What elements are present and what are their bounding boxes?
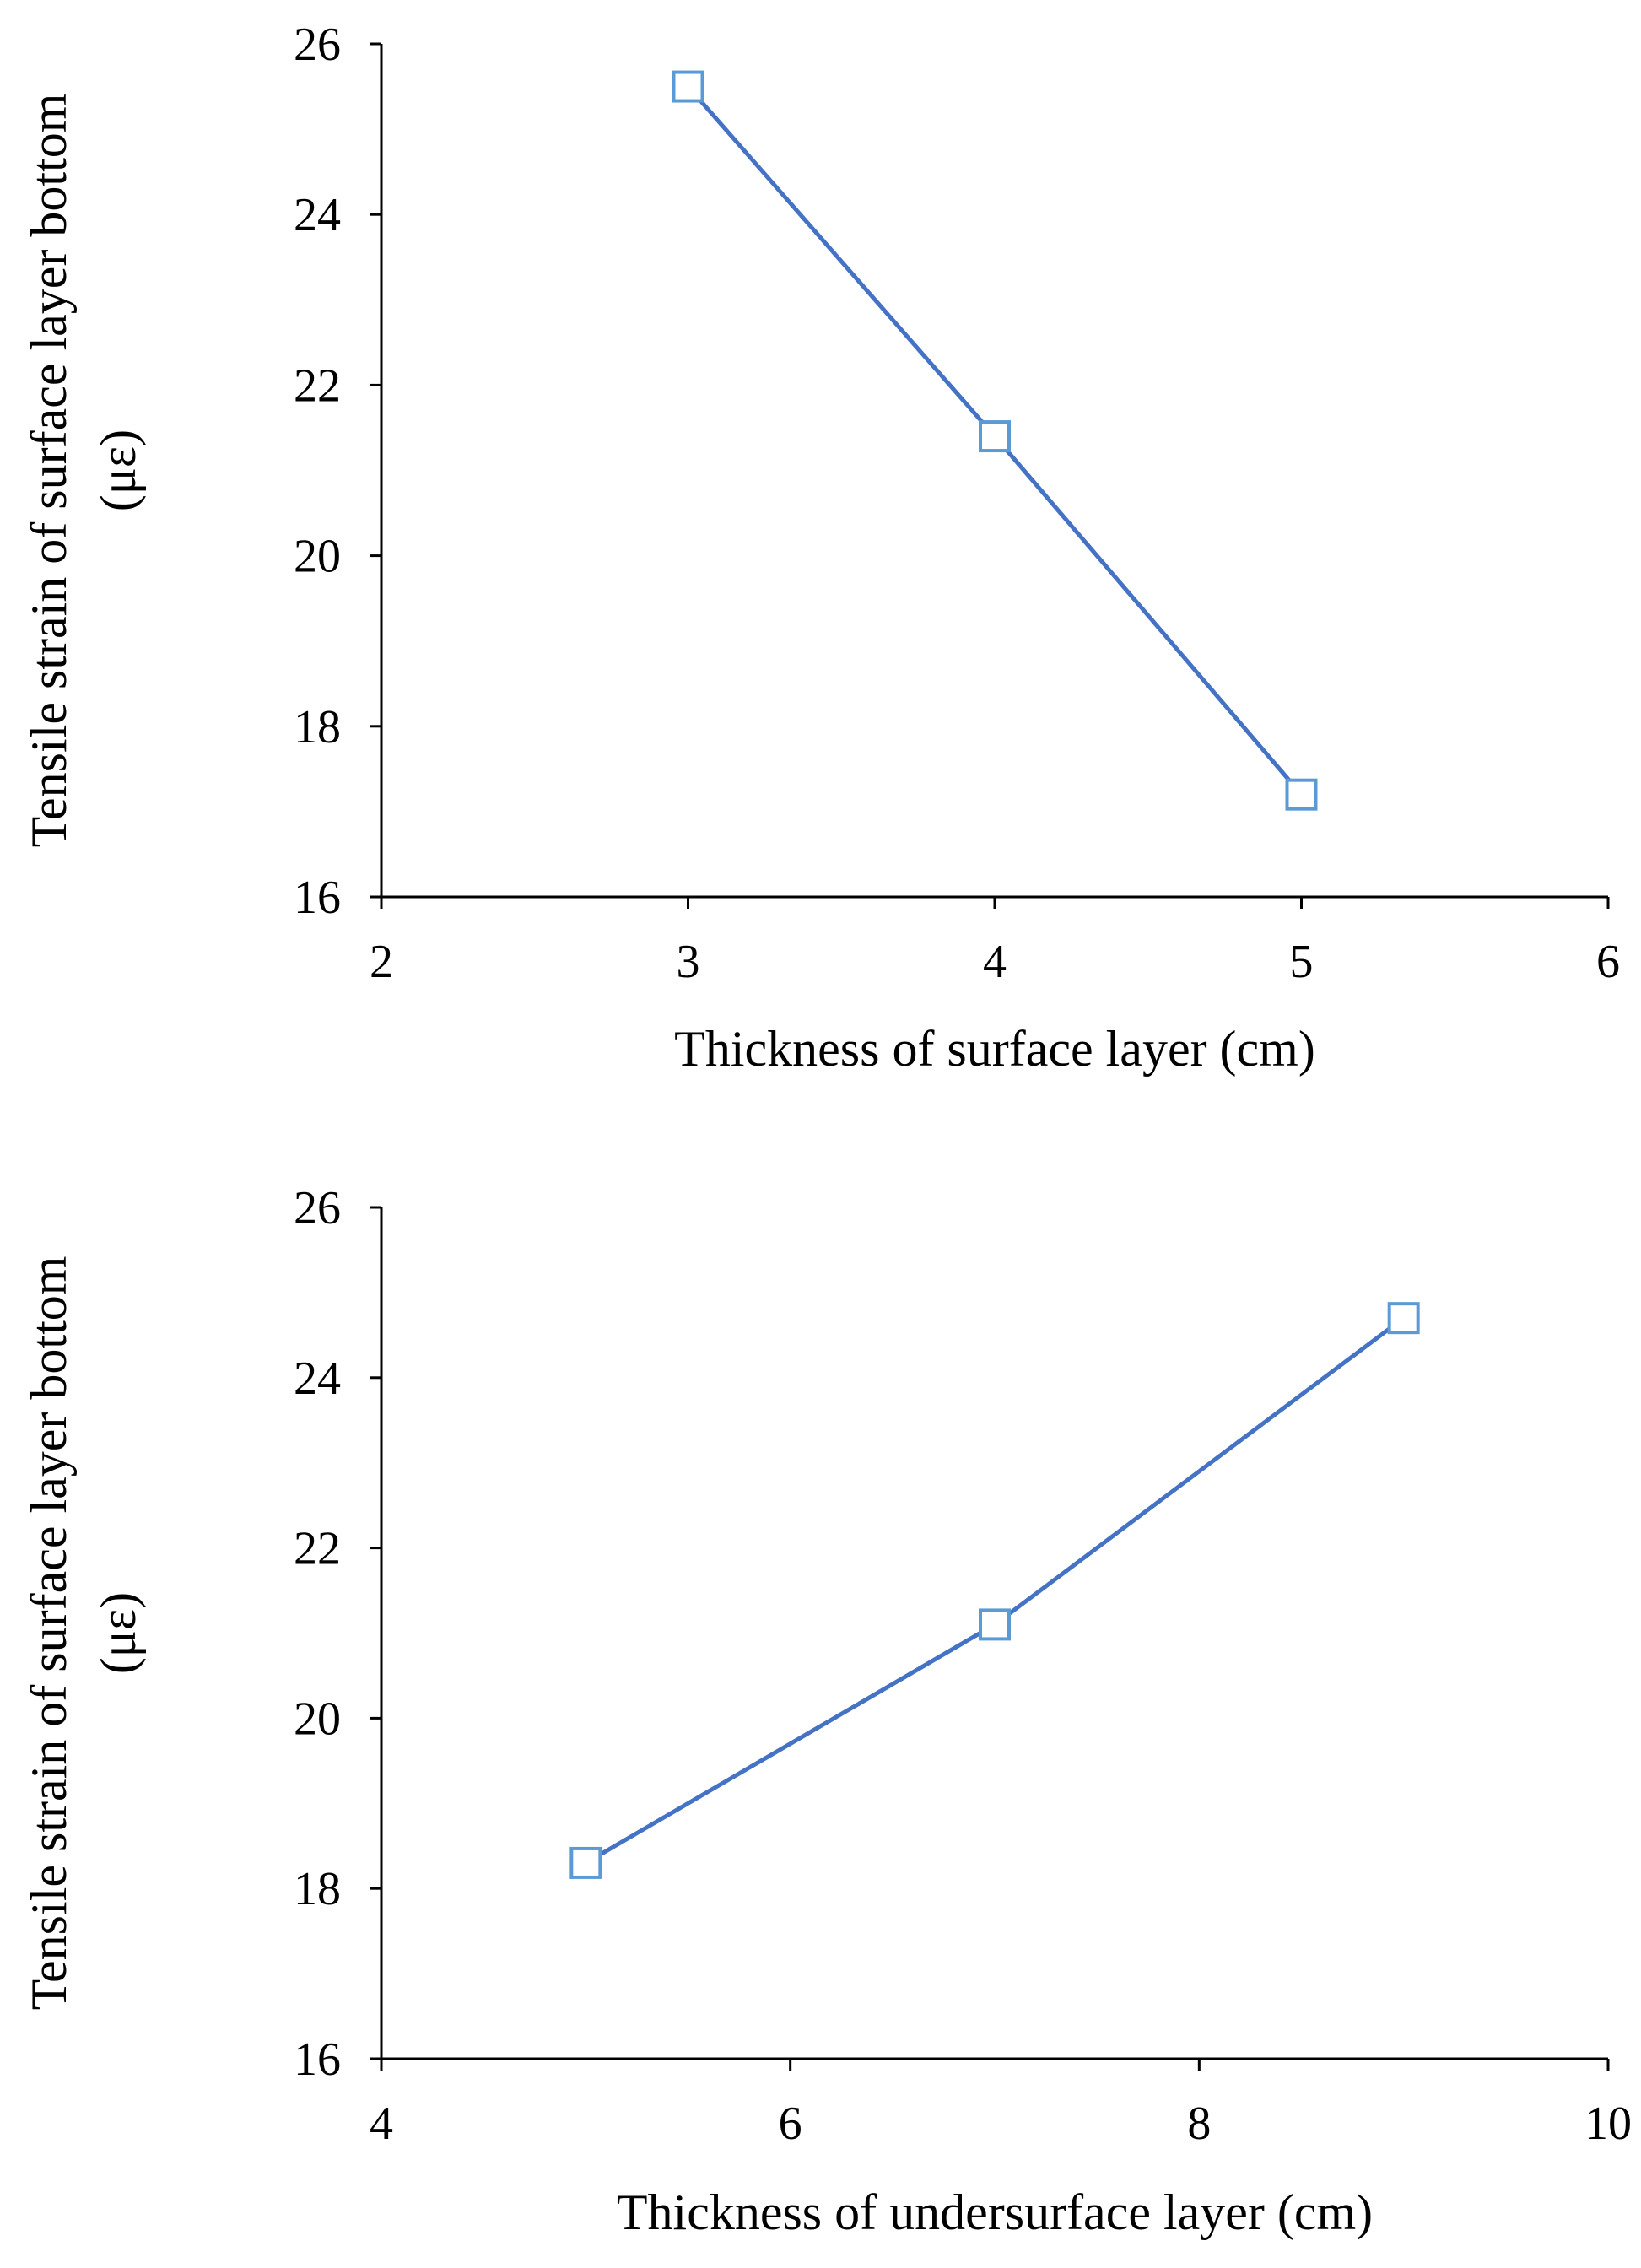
chart-0-y-axis-unit: (με) (90, 429, 146, 511)
chart-1-y-tick-label: 16 (294, 2033, 341, 2086)
chart-0-x-tick-label: 6 (1596, 936, 1620, 988)
chart-0-y-tick-label: 16 (294, 872, 341, 924)
chart-0-x-tick-label: 3 (677, 936, 700, 988)
chart-1-y-tick-label: 26 (294, 1182, 341, 1234)
chart-0-x-tick-label: 5 (1290, 936, 1314, 988)
chart-1-data-point (1387, 1302, 1420, 1335)
chart-0-data-point (672, 70, 704, 103)
chart-1-x-tick-label: 4 (370, 2098, 393, 2150)
chart-1-y-tick-label: 24 (294, 1353, 341, 1405)
chart-0-y-tick-label: 18 (294, 701, 341, 753)
chart-1-x-axis-title: Thickness of undersurface layer (cm) (617, 2184, 1373, 2240)
chart-1-y-tick-label: 22 (294, 1523, 341, 1575)
chart-1-x-tick-label: 8 (1187, 2098, 1211, 2150)
chart-0-y-tick-label: 20 (294, 531, 341, 583)
chart-1-data-point (569, 1846, 602, 1879)
chart-0-data-point (1285, 778, 1318, 811)
chart-1-data-point (979, 1608, 1011, 1641)
chart-0-x-axis-title: Thickness of surface layer (cm) (674, 1021, 1315, 1077)
chart-1-y-axis-unit: (με) (90, 1592, 146, 1674)
chart-0-y-tick-label: 26 (294, 19, 341, 71)
chart-0-y-tick-label: 22 (294, 359, 341, 412)
chart-1-x-tick-label: 6 (779, 2098, 802, 2150)
chart-1-y-tick-label: 20 (294, 1693, 341, 1745)
chart-0-y-tick-label: 24 (294, 189, 341, 241)
chart-1-y-axis-title: Tensile strain of surface layer bottom (21, 1256, 77, 2011)
chart-0-x-tick-label: 2 (370, 936, 393, 988)
chart-0-y-axis-title: Tensile strain of surface layer bottom (21, 94, 77, 848)
chart-0-data-point (979, 420, 1011, 453)
chart-1-y-tick-label: 18 (294, 1863, 341, 1915)
chart-1-series-line (585, 1316, 1406, 1866)
chart-top: 16 18 20 22 24 26 2 3 4 5 6 Thickness of surface la… (21, 19, 1620, 1077)
chart-bottom: 16 18 20 22 24 26 4 6 8 10 Thickness of undersurfa… (21, 1182, 1632, 2240)
chart-1-x-tick-label: 10 (1584, 2098, 1632, 2150)
chart-0-x-tick-label: 4 (983, 936, 1007, 988)
